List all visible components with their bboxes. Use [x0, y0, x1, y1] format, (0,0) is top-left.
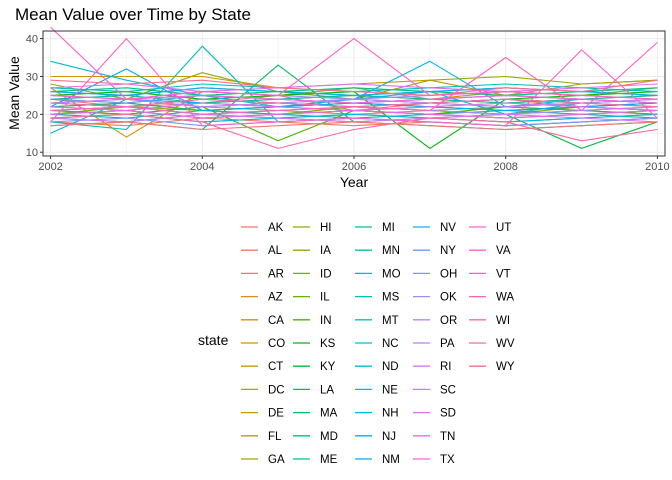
legend-label-id: ID [320, 268, 332, 280]
legend-label-il: IL [320, 292, 330, 304]
legend-label-nh: NH [382, 408, 399, 420]
legend-label-ny: NY [440, 245, 456, 257]
legend-label-az: AZ [268, 292, 283, 304]
x-tick-label: 2008 [493, 161, 517, 173]
y-axis: 10 20 30 40 [26, 34, 43, 159]
series-line-wy [50, 121, 658, 131]
legend-label-wi: WI [496, 315, 510, 327]
legend-label-ky: KY [320, 361, 336, 373]
legend-label-la: LA [320, 384, 334, 396]
x-tick-label: 2010 [645, 161, 669, 173]
legend-label-mt: MT [382, 315, 399, 327]
series-line-wv [50, 79, 658, 96]
legend-label-oh: OH [440, 268, 457, 280]
legend-label-wv: WV [496, 338, 515, 350]
legend-label-md: MD [320, 431, 338, 443]
chart-title: Mean Value over Time by State [15, 5, 251, 24]
series-line-pa [50, 98, 658, 108]
legend-label-de: DE [268, 408, 284, 420]
legend-label-mo: MO [382, 268, 401, 280]
legend-label-or: OR [440, 315, 457, 327]
legend-label-tx: TX [440, 454, 455, 466]
legend-label-mn: MN [382, 245, 400, 257]
legend-label-nc: NC [382, 338, 399, 350]
legend-label-ut: UT [496, 222, 511, 234]
legend-label-ms: MS [382, 292, 400, 304]
y-axis-title: Mean Value [6, 56, 22, 130]
legend-label-me: ME [320, 454, 338, 466]
legend-label-nd: ND [382, 361, 399, 373]
y-tick-label: 20 [26, 109, 38, 121]
legend-label-ia: IA [320, 245, 331, 257]
legend-label-ca: CA [268, 315, 284, 327]
series-lines [50, 26, 658, 149]
series-line-ut [50, 38, 658, 127]
legend-label-nm: NM [382, 454, 400, 466]
legend-label-ks: KS [320, 338, 336, 350]
legend-label-vt: VT [496, 268, 511, 280]
legend: AK AL AR AZ CA CO CT DC DE FL GA HI IA ID IL IN KS KY LA MA… [241, 222, 515, 466]
legend-label-ct: CT [268, 361, 283, 373]
legend-label-dc: DC [268, 384, 285, 396]
legend-label-ma: MA [320, 408, 338, 420]
legend-label-wy: WY [496, 361, 515, 373]
legend-label-in: IN [320, 315, 332, 327]
legend-label-sc: SC [440, 384, 456, 396]
legend-label-ak: AK [268, 222, 284, 234]
legend-label-co: CO [268, 338, 285, 350]
legend-label-wa: WA [496, 292, 514, 304]
y-tick-label: 40 [26, 34, 38, 46]
legend-label-mi: MI [382, 222, 395, 234]
series-line-tn [50, 109, 658, 119]
y-tick-label: 10 [26, 147, 38, 159]
legend-label-va: VA [496, 245, 511, 257]
legend-label-nv: NV [440, 222, 456, 234]
series-line-sc [50, 83, 658, 93]
legend-label-ri: RI [440, 361, 452, 373]
legend-label-ok: OK [440, 292, 457, 304]
series-line-wi [50, 113, 658, 149]
legend-label-pa: PA [440, 338, 455, 350]
x-tick-label: 2004 [190, 161, 214, 173]
legend-label-ar: AR [268, 268, 284, 280]
series-line-wa [50, 98, 658, 108]
x-tick-label: 2002 [38, 161, 62, 173]
legend-label-al: AL [268, 245, 283, 257]
legend-label-ne: NE [382, 384, 398, 396]
legend-label-hi: HI [320, 222, 332, 234]
series-line-va [50, 38, 658, 100]
series-line-tx [50, 26, 658, 104]
x-axis-title: Year [340, 174, 369, 190]
x-axis: 2002 2004 2006 2008 2010 [38, 156, 670, 173]
legend-title: state [198, 332, 229, 348]
legend-label-nj: NJ [382, 431, 396, 443]
x-tick-label: 2006 [342, 161, 366, 173]
y-tick-label: 30 [26, 71, 38, 83]
legend-label-fl: FL [268, 431, 282, 443]
legend-label-sd: SD [440, 408, 456, 420]
legend-label-ga: GA [268, 454, 285, 466]
legend-label-tn: TN [440, 431, 455, 443]
